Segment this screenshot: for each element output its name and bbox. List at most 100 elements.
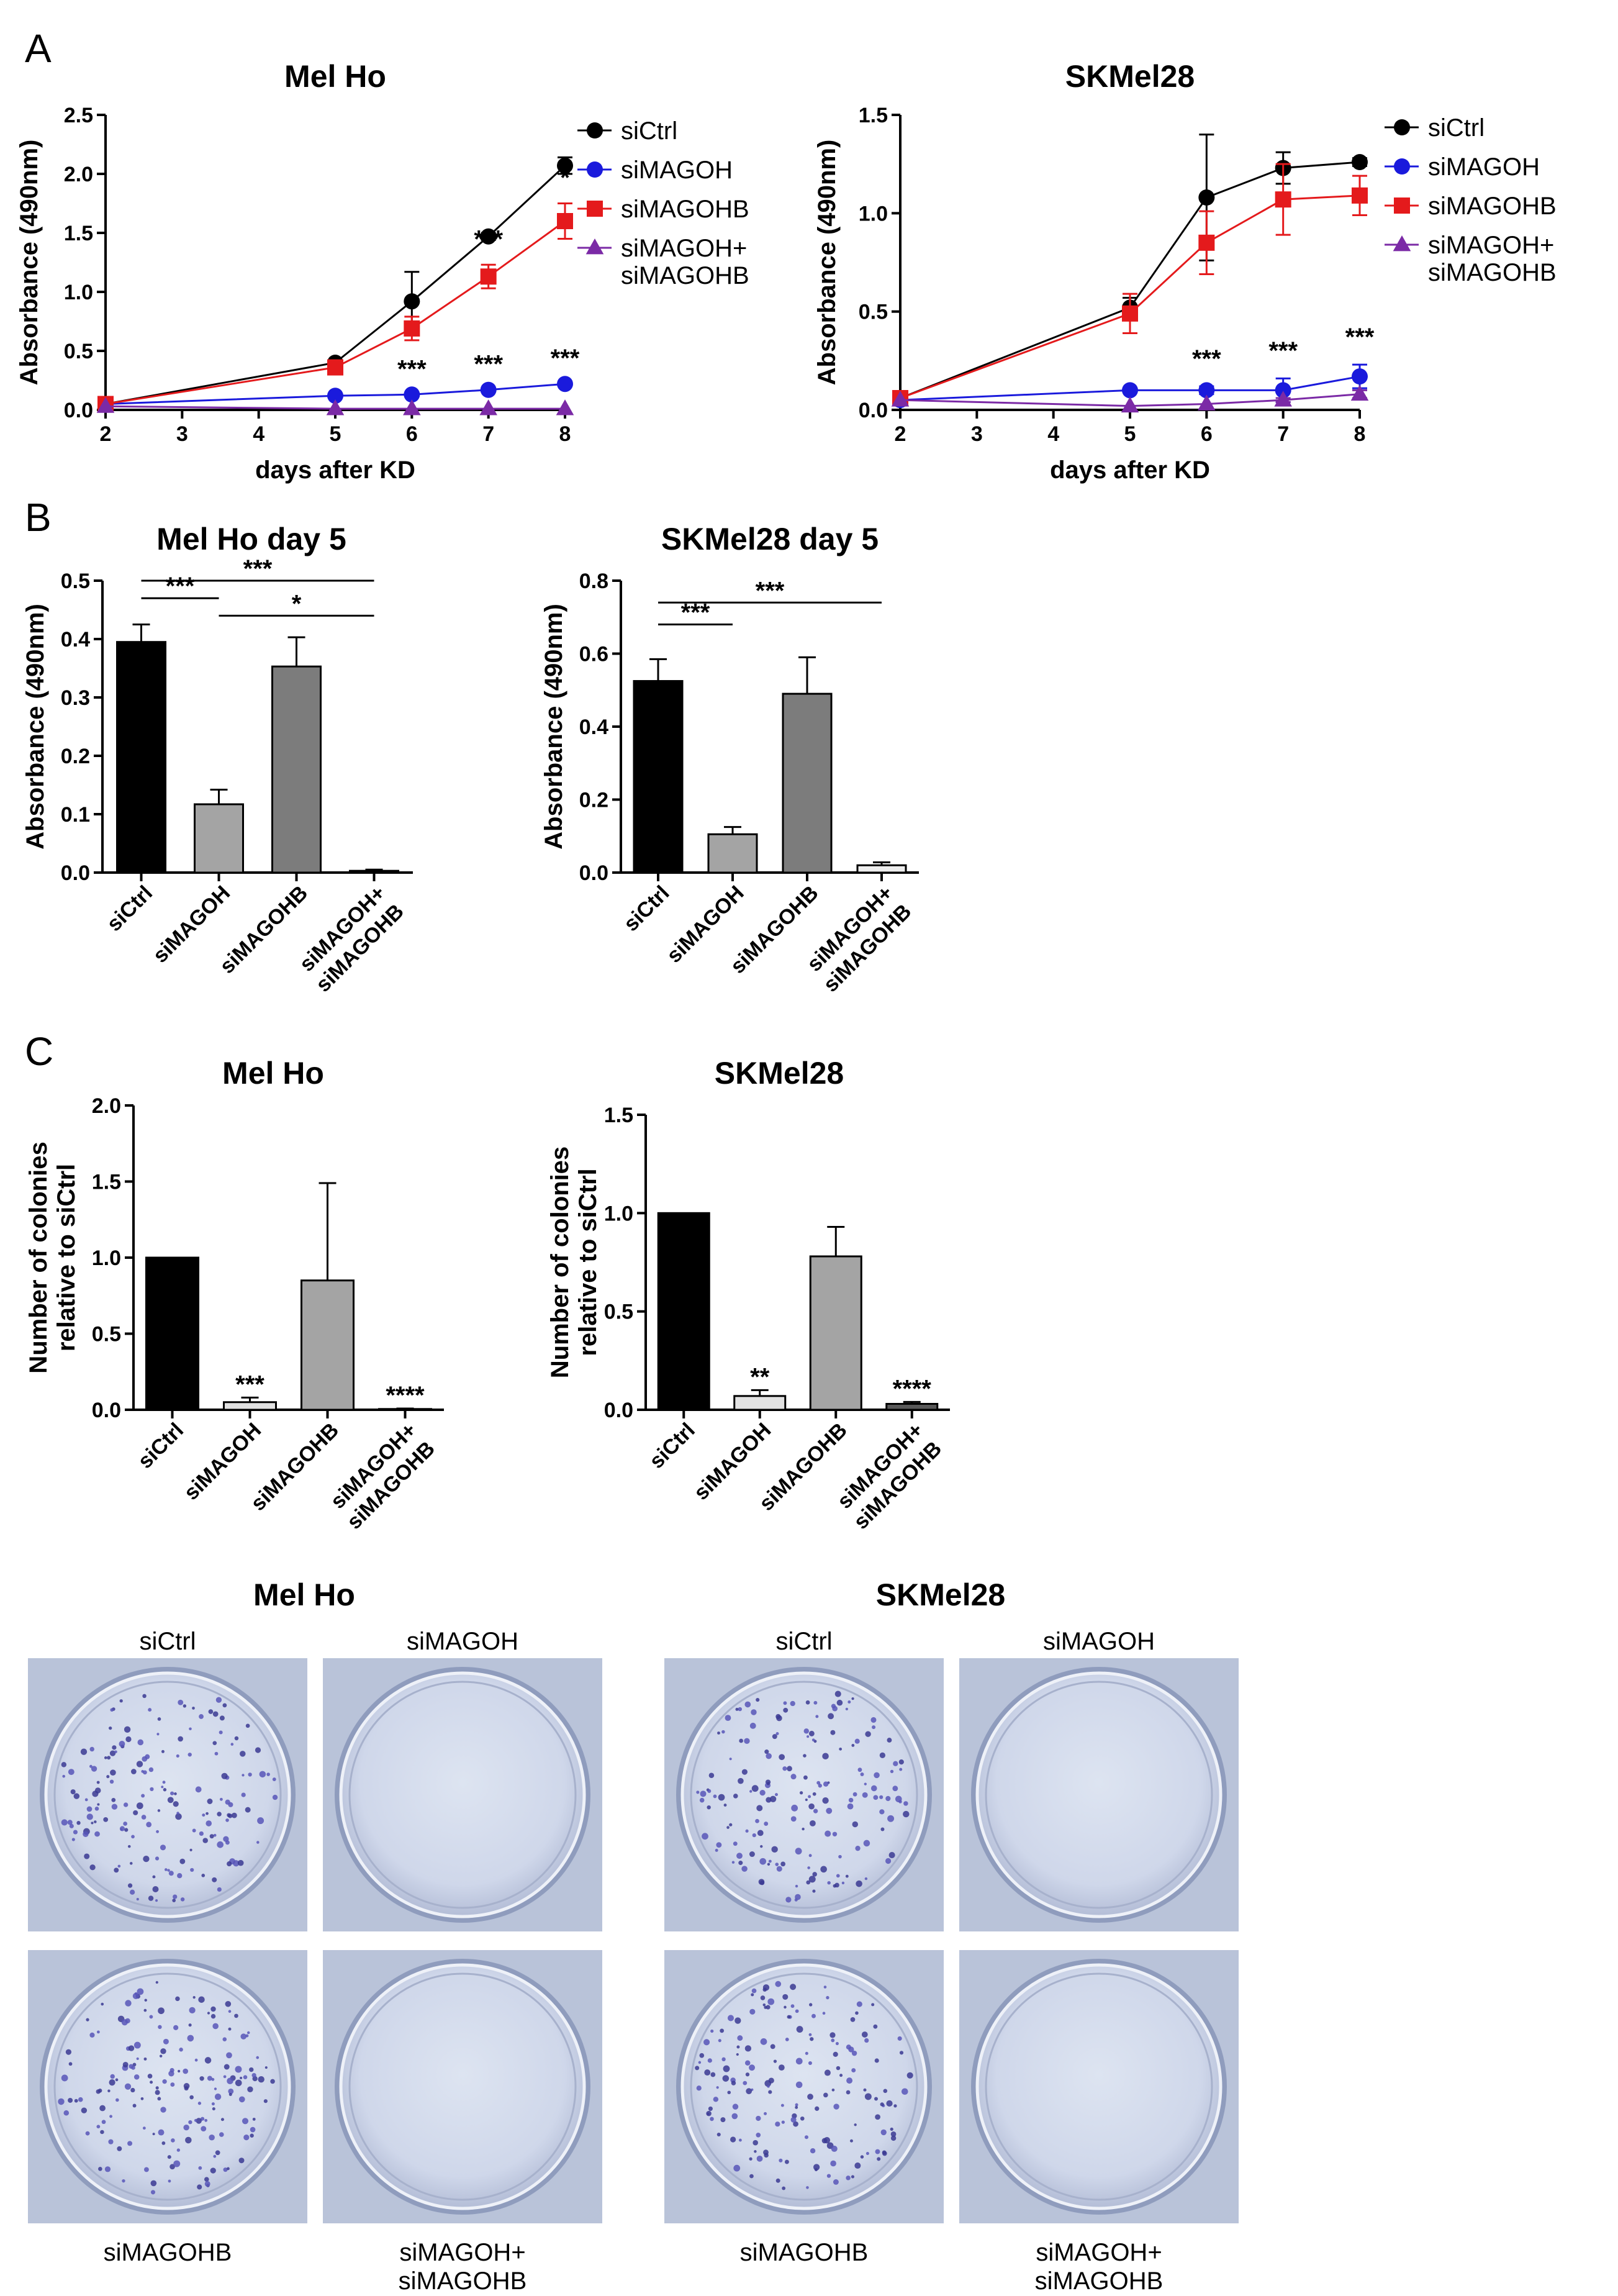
- marker-square: [327, 359, 343, 376]
- colony-dot: [808, 2061, 812, 2065]
- colony-dot: [201, 1874, 206, 1877]
- colony-dot: [189, 1848, 192, 1851]
- panel-letter-c: C: [25, 1029, 53, 1074]
- well-label: siCtrl: [139, 1628, 196, 1655]
- category-label: siCtrl: [102, 881, 157, 936]
- colony-dot: [143, 2057, 147, 2061]
- colony-dot: [851, 1697, 854, 1700]
- colony-dot: [160, 2048, 166, 2054]
- colony-dot: [699, 1797, 705, 1803]
- colony-dot: [194, 2058, 198, 2062]
- colony-dot: [875, 2114, 880, 2120]
- colony-dot: [790, 1984, 797, 1990]
- colony-dot: [127, 1883, 133, 1888]
- colony-dot: [141, 1794, 145, 1798]
- x-tick-label: 4: [253, 422, 264, 446]
- colony-dot: [141, 1770, 144, 1773]
- bar-simagoh-simagohb: [349, 869, 399, 874]
- category-label: siCtrl: [133, 1418, 188, 1473]
- colony-dot: [185, 2136, 192, 2144]
- colony-dot: [108, 2139, 114, 2144]
- colony-dot: [156, 1733, 160, 1736]
- colony-dot: [199, 2076, 204, 2081]
- colony-dot: [835, 2041, 839, 2046]
- bar-simagohb: [271, 665, 322, 874]
- colony-dot: [199, 1831, 204, 1836]
- legend-label: siMAGOH+ siMAGOHB: [1428, 232, 1557, 286]
- colony-dot: [851, 2050, 857, 2056]
- y-axis-label: Absorbance (490nm): [22, 604, 49, 850]
- colony-dot: [772, 1734, 777, 1740]
- colony-dot: [157, 1809, 161, 1812]
- marker-circle: [587, 122, 603, 138]
- marker-circle: [557, 157, 573, 174]
- colony-dot: [883, 2089, 888, 2094]
- colony-dot: [851, 2175, 855, 2179]
- colony-dot: [751, 1785, 759, 1792]
- bar-simagoh: [223, 1401, 277, 1411]
- colony-dot: [85, 2131, 90, 2136]
- colony-dot: [746, 2088, 753, 2095]
- colony-dot: [228, 2093, 232, 2097]
- colony-dot: [860, 2155, 864, 2159]
- marker-square: [404, 320, 420, 337]
- colony-dot: [78, 2097, 83, 2102]
- x-tick-label: 3: [176, 422, 188, 446]
- y-tick-label: 0.1: [61, 803, 90, 827]
- colony-dot: [791, 1804, 798, 1812]
- colony-dot: [836, 2066, 841, 2071]
- colony-dot: [785, 1897, 792, 1903]
- x-tick-label: 6: [1201, 422, 1213, 446]
- significance-label: ***: [756, 577, 785, 604]
- marker-circle: [1198, 189, 1215, 206]
- colony-dot: [753, 2139, 759, 2146]
- colony-dot: [129, 1862, 133, 1865]
- colony-dot: [764, 2112, 767, 2115]
- colony-dot: [202, 1838, 208, 1843]
- dish-inner-edge: [985, 1681, 1213, 1909]
- colony-dot: [217, 1812, 222, 1817]
- colony-dot: [234, 2013, 238, 2018]
- colony-dot: [781, 2120, 785, 2124]
- chart-c-melho-colonies: Mel Ho 0.0 0.5 1.0 1.5 2.0 Number of coloniesr…: [25, 1056, 444, 1534]
- colony-dot: [710, 2117, 714, 2121]
- colony-dot: [818, 1784, 822, 1788]
- y-axis-label: Absorbance (490nm): [540, 604, 567, 850]
- colony-dot: [718, 2039, 721, 2043]
- colony-dot: [194, 2118, 197, 2122]
- colony-dot: [893, 2104, 897, 2108]
- bar-simagoh: [733, 1395, 787, 1411]
- colony-dot: [782, 1766, 787, 1771]
- colony-dot: [836, 1874, 840, 1878]
- colony-dot: [759, 1789, 766, 1796]
- colony-dot: [795, 2009, 799, 2013]
- colony-dot: [147, 2074, 153, 2079]
- series-simagoh-simagohb: [891, 384, 1369, 413]
- colony-dot: [749, 2008, 756, 2015]
- colony-dot: [220, 2118, 224, 2121]
- colony-dot: [805, 2051, 808, 2055]
- colony-dot: [211, 2102, 215, 2106]
- colony-dot: [749, 2157, 753, 2161]
- colony-dot: [811, 2013, 816, 2018]
- colony-dot: [243, 2135, 250, 2141]
- colony-dot: [775, 1981, 782, 1987]
- colony-dot: [270, 2079, 275, 2084]
- colony-dot: [887, 1738, 892, 1743]
- colony-dot: [809, 2003, 813, 2007]
- y-tick-label: 0.0: [859, 399, 888, 422]
- series-sictrl: [892, 134, 1368, 406]
- colony-dot: [852, 1821, 859, 1828]
- colony-dot: [870, 1717, 877, 1723]
- colony-dot: [228, 2027, 232, 2031]
- colony-dot: [768, 2090, 772, 2094]
- panel-letter-b: B: [25, 495, 52, 540]
- colony-dot: [716, 2132, 721, 2137]
- colony-dot: [217, 1887, 222, 1892]
- marker-triangle: [585, 238, 604, 255]
- colony-dot: [767, 1998, 775, 2005]
- colony-dot: [863, 2088, 867, 2092]
- colony-dot: [808, 1854, 812, 1858]
- y-tick-label: 0.8: [579, 569, 608, 593]
- colony-dot: [811, 1738, 815, 1742]
